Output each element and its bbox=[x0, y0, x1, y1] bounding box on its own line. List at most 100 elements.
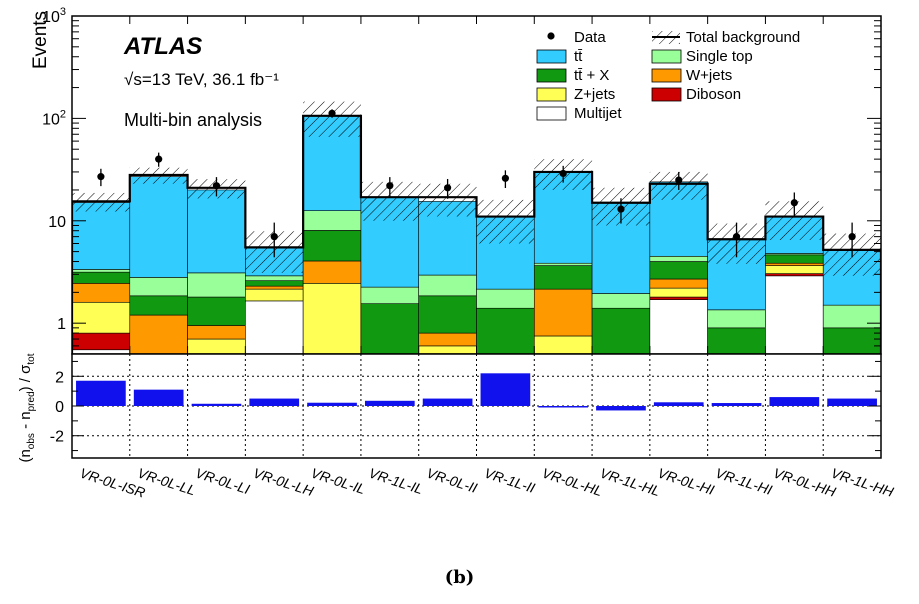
stack-segment-single-top-8 bbox=[533, 262, 593, 266]
stack-segment-single-top-5 bbox=[360, 286, 420, 304]
legend-label-ttbar-x: tt̄ + X bbox=[574, 67, 609, 84]
stack-segment-single-top-9 bbox=[591, 293, 651, 309]
data-point-10 bbox=[675, 171, 683, 190]
x-tick-label-vr-0l-hi: VR-0L-HI bbox=[656, 465, 717, 498]
energy-label: √s=13 TeV, 36.1 fb⁻¹ bbox=[124, 70, 279, 89]
stack-segment-single-top-1 bbox=[129, 277, 188, 297]
stack-segment-multijet-12 bbox=[765, 275, 824, 354]
x-tick-label-vr-0l-isr: VR-0L-ISR bbox=[78, 465, 147, 501]
data-point-9 bbox=[617, 198, 625, 224]
legend-label-total-background: Total background bbox=[686, 29, 800, 46]
y-axis-bottom: -2 0 2 bbox=[50, 360, 881, 452]
legend-marker-multijet bbox=[536, 106, 567, 121]
significance-bar-8 bbox=[538, 406, 589, 408]
stack-segment-z-jets-4 bbox=[302, 283, 362, 354]
significance-bar-7 bbox=[480, 373, 531, 406]
stack-segment-z-jets-0 bbox=[72, 301, 131, 334]
data-point-8 bbox=[559, 165, 567, 183]
x-tick-label-vr-0l-hl: VR-0L-HL bbox=[540, 465, 604, 499]
stack-segment-tt-x-13 bbox=[822, 327, 881, 354]
stack-segment-w-jets-0 bbox=[72, 283, 131, 303]
y-tick-label-1: 10 bbox=[48, 214, 66, 231]
data-point-3 bbox=[270, 222, 278, 258]
data-point-13 bbox=[848, 222, 856, 258]
legend-marker-wjets bbox=[651, 68, 682, 83]
data-point-5 bbox=[386, 177, 394, 197]
stack-segment-diboson-0 bbox=[72, 332, 131, 351]
stack-segment-multijet-3 bbox=[245, 300, 304, 354]
stack-segment-w-jets-1 bbox=[129, 314, 188, 354]
data-point-12 bbox=[790, 192, 798, 217]
significance-bar-4 bbox=[307, 402, 357, 406]
stack-segment-tt--0 bbox=[72, 202, 131, 270]
stack-segment-single-top-10 bbox=[649, 255, 708, 262]
stack-segment-tt-x-10 bbox=[649, 261, 708, 280]
stack-segment-tt-x-0 bbox=[72, 271, 131, 284]
data-point-7 bbox=[501, 170, 509, 189]
stack-segment-w-jets-6 bbox=[418, 332, 477, 347]
stack-segment-z-jets-2 bbox=[187, 338, 246, 354]
data-point-0 bbox=[97, 168, 105, 187]
stack-segment-w-jets-4 bbox=[302, 260, 362, 284]
y-axis-label: Events bbox=[30, 11, 51, 69]
ratio-grid bbox=[72, 354, 881, 458]
total-background-line bbox=[72, 114, 881, 354]
stack-segment-tt-x-7 bbox=[476, 307, 535, 354]
significance-bar-10 bbox=[653, 402, 704, 406]
significance-plot: -2 0 2 (nobs - npred) / σtot bbox=[17, 353, 882, 463]
analysis-label: Multi-bin analysis bbox=[124, 110, 262, 130]
significance-bar-2 bbox=[191, 403, 242, 406]
stack-segment-z-jets-10 bbox=[649, 287, 708, 298]
x-tick-label-vr-0l-lh: VR-0L-LH bbox=[251, 465, 316, 500]
stack-segment-tt-x-4 bbox=[302, 230, 362, 262]
stack-segment-single-top-11 bbox=[707, 309, 766, 329]
stack-segment-single-top-6 bbox=[418, 274, 477, 297]
stack-segment-multijet-10 bbox=[649, 299, 708, 354]
significance-bar-12 bbox=[769, 397, 820, 406]
legend-marker-ttbar-x bbox=[536, 68, 567, 83]
y-tick-label-0: 1 bbox=[57, 316, 66, 333]
significance-bar-9 bbox=[596, 406, 646, 411]
stack-segment-tt-x-1 bbox=[129, 295, 188, 316]
legend-label-ttbar: tt̄ bbox=[574, 48, 583, 65]
stack-segment-tt-x-12 bbox=[765, 254, 824, 264]
significance-bar-3 bbox=[249, 398, 300, 406]
stack-segment-single-top-4 bbox=[302, 210, 362, 231]
significance-bar-6 bbox=[422, 398, 473, 406]
x-tick-label-vr-1l-hh: VR-1L-HH bbox=[829, 465, 896, 500]
x-tick-label-vr-1l-hi: VR-1L-HI bbox=[714, 465, 775, 498]
x-tick-label-vr-0l-ii: VR-0L-II bbox=[425, 465, 480, 496]
stack-segment-tt-x-5 bbox=[360, 303, 420, 354]
stack-segment-tt--2 bbox=[187, 189, 246, 274]
legend: Data Total background tt̄ Single top tt̄… bbox=[536, 29, 800, 122]
stack-segment-w-jets-8 bbox=[533, 288, 593, 337]
ratio-y-axis-label: (nobs - npred) / σtot bbox=[17, 353, 37, 462]
stack-segment-single-top-3 bbox=[245, 275, 304, 281]
stack-segment-tt-x-6 bbox=[418, 295, 477, 334]
legend-marker-zjets bbox=[536, 87, 567, 102]
stack-segment-tt-x-11 bbox=[707, 327, 766, 354]
data-point-11 bbox=[732, 222, 741, 258]
ratio-y-tick-label-0: -2 bbox=[50, 429, 64, 446]
stack-segment-z-jets-6 bbox=[418, 345, 477, 354]
legend-label-diboson: Diboson bbox=[686, 86, 741, 103]
stack-segment-single-top-7 bbox=[476, 288, 535, 309]
significance-bar-11 bbox=[711, 403, 762, 406]
stack-segment-tt-x-9 bbox=[591, 307, 651, 354]
significance-bars bbox=[76, 373, 877, 411]
stack-segment-w-jets-12 bbox=[765, 262, 824, 266]
stack-segment-tt-x-8 bbox=[533, 265, 593, 290]
stack-segment-diboson-12 bbox=[765, 273, 824, 277]
uncertainty-band-4 bbox=[303, 101, 361, 137]
data-point-4 bbox=[328, 109, 336, 118]
data-point-6 bbox=[444, 178, 452, 199]
x-tick-label-vr-1l-il: VR-1L-IL bbox=[367, 465, 425, 498]
stack-segment-single-top-2 bbox=[187, 272, 246, 298]
stack-segment-w-jets-10 bbox=[649, 278, 708, 289]
data-point-1 bbox=[155, 152, 163, 167]
legend-marker-data bbox=[547, 32, 555, 40]
legend-marker-single-top bbox=[651, 49, 682, 64]
x-tick-label-vr-0l-ll: VR-0L-LL bbox=[136, 465, 198, 499]
stack-segment-single-top-0 bbox=[72, 269, 131, 273]
